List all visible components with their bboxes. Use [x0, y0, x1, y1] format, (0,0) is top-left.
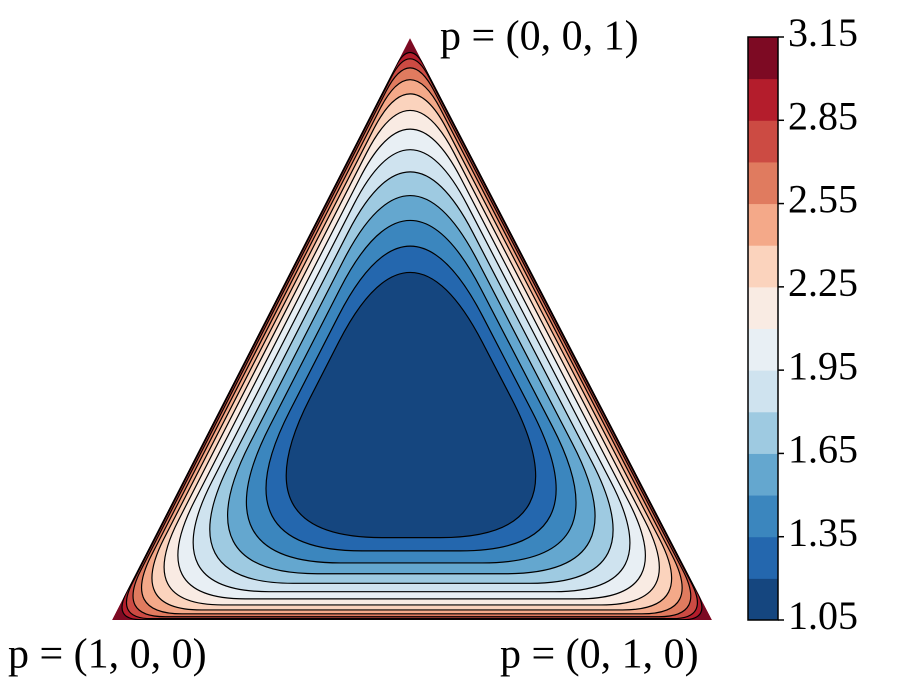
colorbar-band: [748, 37, 778, 80]
colorbar-tick-label: 2.85: [788, 93, 858, 138]
colorbar-band: [748, 411, 778, 454]
contour-field: [112, 38, 712, 620]
corner-label: p = (0, 0, 1): [440, 14, 639, 60]
colorbar-tick-label: 2.55: [788, 177, 858, 222]
colorbar-band: [748, 370, 778, 413]
colorbar-band: [748, 578, 778, 621]
colorbar-tick-label: 1.95: [788, 343, 858, 388]
colorbar: 1.05 1.35 1.65 1.95 2.25 2.55 2.85 3.15: [747, 10, 858, 638]
colorbar-band: [748, 203, 778, 246]
colorbar-frame: [747, 36, 779, 621]
colorbar-band: [748, 453, 778, 496]
colorbar-band: [748, 328, 778, 371]
colorbar-tick-label: 3.15: [788, 10, 858, 55]
colorbar-band: [748, 495, 778, 538]
contour-band: [285, 272, 537, 539]
corner-label: p = (0, 1, 0): [500, 632, 699, 678]
colorbar-tick-label: 1.05: [788, 593, 858, 638]
colorbar-band: [748, 161, 778, 205]
corner-label: p = (1, 0, 0): [8, 632, 207, 678]
colorbar-band: [748, 286, 778, 329]
colorbar-band: [748, 120, 778, 163]
colorbar-band: [748, 78, 778, 121]
colorbar-tick-label: 2.25: [788, 260, 858, 305]
colorbar-tick-label: 1.35: [788, 510, 858, 555]
colorbar-band: [748, 536, 778, 579]
colorbar-tick-label: 1.65: [788, 427, 858, 472]
colorbar-band: [748, 245, 778, 288]
